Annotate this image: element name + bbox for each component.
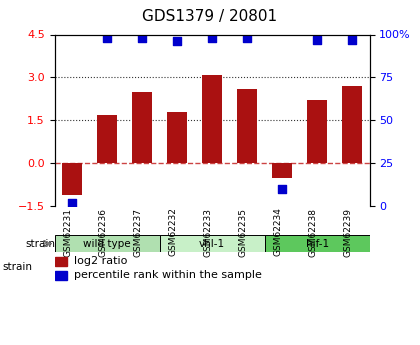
Text: wild type: wild type [83, 239, 131, 249]
Text: GDS1379 / 20801: GDS1379 / 20801 [142, 9, 278, 24]
FancyBboxPatch shape [265, 235, 370, 252]
Bar [132, 92, 152, 164]
Text: percentile rank within the sample: percentile rank within the sample [74, 270, 261, 280]
Bar [237, 89, 257, 164]
Point [69, 200, 76, 206]
Text: GSM62232: GSM62232 [168, 208, 177, 256]
Text: GSM62234: GSM62234 [273, 208, 282, 256]
FancyBboxPatch shape [55, 235, 160, 252]
Bar [202, 75, 222, 164]
Text: GSM62231: GSM62231 [63, 208, 72, 257]
Text: GSM62235: GSM62235 [238, 208, 247, 257]
Point [209, 35, 215, 41]
FancyBboxPatch shape [160, 235, 265, 252]
Text: GSM62239: GSM62239 [343, 208, 352, 257]
Bar [168, 112, 187, 164]
Point [314, 37, 320, 42]
Text: strain: strain [25, 239, 55, 249]
Point [349, 37, 355, 42]
Text: vhl-1: vhl-1 [199, 239, 225, 249]
Text: log2 ratio: log2 ratio [74, 256, 127, 266]
Point [104, 35, 110, 41]
Bar [342, 86, 362, 164]
Bar [63, 164, 82, 195]
Bar [55, 271, 67, 280]
Text: GSM62236: GSM62236 [98, 208, 107, 257]
Text: strain: strain [2, 263, 32, 272]
Text: hif-1: hif-1 [305, 239, 329, 249]
Bar [273, 164, 292, 178]
Point [174, 39, 181, 44]
Point [244, 35, 250, 41]
Bar [307, 100, 327, 164]
Bar [97, 115, 117, 164]
Text: GSM62233: GSM62233 [203, 208, 212, 257]
Bar [55, 257, 67, 266]
Point [139, 35, 145, 41]
Text: GSM62237: GSM62237 [133, 208, 142, 257]
Point [279, 187, 286, 192]
Text: GSM62238: GSM62238 [308, 208, 317, 257]
